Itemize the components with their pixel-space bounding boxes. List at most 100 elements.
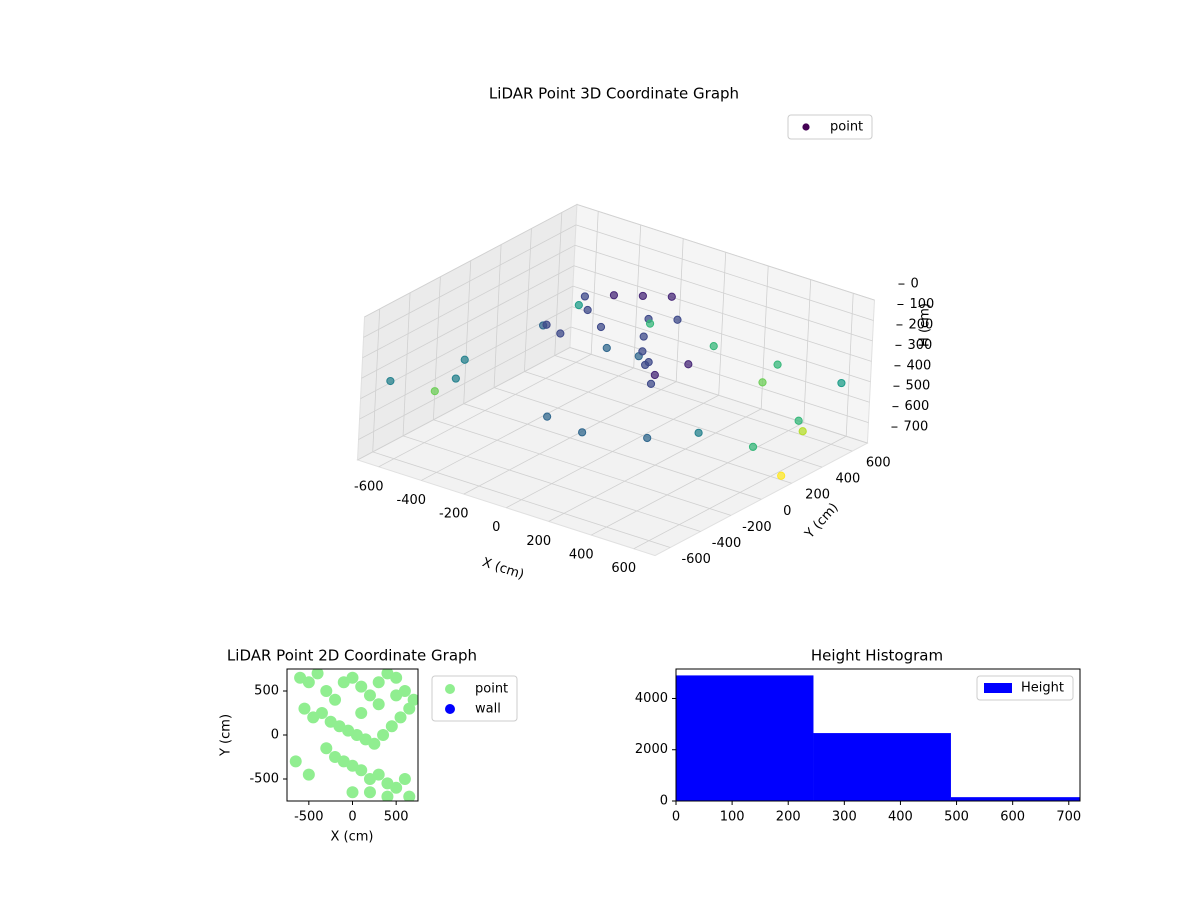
y-tick-label: 0 xyxy=(783,504,791,519)
y-tick-label: 0 xyxy=(660,794,668,809)
grid-line xyxy=(569,347,868,444)
point xyxy=(709,342,718,351)
point xyxy=(748,442,758,451)
point xyxy=(460,355,469,364)
point xyxy=(596,322,606,332)
point xyxy=(777,471,786,480)
z-tick-label: 300 xyxy=(907,338,932,353)
grid-line xyxy=(803,279,812,423)
point xyxy=(403,702,416,715)
point xyxy=(302,768,315,781)
bar xyxy=(813,733,951,801)
point xyxy=(390,689,403,702)
y-tick-label: -200 xyxy=(742,520,772,535)
point xyxy=(355,764,368,777)
plot-area xyxy=(289,669,418,801)
grid-line xyxy=(575,224,874,321)
x-tick-label: 0 xyxy=(492,520,500,535)
point xyxy=(372,676,385,689)
point xyxy=(639,332,648,341)
point xyxy=(346,786,359,799)
grid-line xyxy=(524,228,532,372)
grid-line xyxy=(493,244,502,388)
point xyxy=(385,720,398,733)
point xyxy=(645,319,655,328)
x-tick-label: 500 xyxy=(944,810,969,825)
grid-line xyxy=(570,326,869,424)
grid-line xyxy=(363,224,577,338)
grid-line xyxy=(360,285,574,400)
grid-line xyxy=(463,403,762,500)
grid-line xyxy=(372,451,671,548)
point xyxy=(543,412,552,421)
z-tick-label: 700 xyxy=(903,420,928,435)
grid-line xyxy=(361,265,575,379)
grid-line xyxy=(718,252,727,396)
point xyxy=(602,343,611,353)
point xyxy=(758,378,767,387)
x-tick-label: 200 xyxy=(776,810,801,825)
x-tick-label: 0 xyxy=(348,810,356,825)
x-tick-label: 400 xyxy=(888,810,913,825)
legend-marker xyxy=(445,704,455,714)
bar xyxy=(950,797,1080,801)
point xyxy=(667,292,676,301)
legend-box xyxy=(976,675,1074,701)
grid-line xyxy=(572,285,871,383)
x-tick-label: -400 xyxy=(397,493,427,508)
point xyxy=(643,433,652,443)
y-tick-label: 600 xyxy=(866,456,891,471)
y-tick-label: -400 xyxy=(712,536,742,551)
grid-line xyxy=(358,326,572,440)
point xyxy=(302,676,315,689)
point xyxy=(346,671,359,684)
grid-line xyxy=(574,244,873,342)
grid-line xyxy=(554,212,563,356)
x-tick-label: 200 xyxy=(526,534,551,549)
grid-line xyxy=(675,238,684,382)
point xyxy=(646,379,656,388)
x-tick-label: 500 xyxy=(384,810,409,825)
point xyxy=(451,374,460,383)
chart-title: LiDAR Point 2D Coordinate Graph xyxy=(227,647,477,665)
z-tick-label: 400 xyxy=(906,358,931,373)
grid-line xyxy=(493,387,792,484)
y-tick-label: 400 xyxy=(836,472,861,487)
z-tick-label: 0 xyxy=(910,277,918,292)
x-tick-label: 300 xyxy=(832,810,857,825)
point xyxy=(315,707,328,719)
grid-line xyxy=(590,211,599,355)
y-tick-label: 2000 xyxy=(635,742,668,757)
point xyxy=(320,742,333,755)
x-tick-label: 400 xyxy=(569,548,594,563)
x-tick-label: -500 xyxy=(294,810,324,825)
point xyxy=(798,427,807,436)
point xyxy=(298,702,311,715)
chart-title: LiDAR Point 3D Coordinate Graph xyxy=(489,85,739,103)
grid-line xyxy=(433,419,732,516)
grid-line xyxy=(571,306,870,403)
point xyxy=(609,291,619,300)
y-tick-label: -500 xyxy=(249,772,279,787)
point xyxy=(329,693,342,706)
point xyxy=(542,320,551,329)
axes-frame xyxy=(675,668,1081,802)
y-tick-label: 200 xyxy=(805,488,830,503)
point xyxy=(390,671,403,684)
y-tick-label: -600 xyxy=(681,552,711,567)
grid-line xyxy=(576,204,875,301)
y-tick-label: 500 xyxy=(254,684,279,699)
point xyxy=(394,711,407,724)
z-tick-label: 600 xyxy=(904,399,929,414)
point xyxy=(355,707,368,719)
legend-marker xyxy=(445,684,455,694)
grid-line xyxy=(573,265,872,362)
z-tick-label: 500 xyxy=(905,379,930,394)
point xyxy=(773,360,782,369)
legend-marker xyxy=(802,123,810,131)
grid-line xyxy=(633,224,642,368)
grid-line xyxy=(372,308,381,452)
point xyxy=(320,685,333,697)
y-tick-label: 4000 xyxy=(635,691,668,706)
